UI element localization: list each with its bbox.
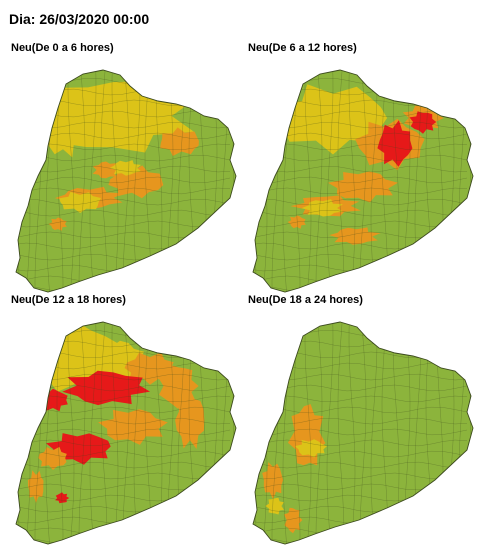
snow-risk-area-orange bbox=[108, 165, 164, 199]
region-base-fill bbox=[253, 322, 473, 544]
municipal-boundaries bbox=[253, 322, 473, 544]
municipal-boundaries bbox=[253, 70, 473, 292]
panel-label: Neu(De 0 a 6 hores) bbox=[11, 42, 114, 54]
catalonia-snow-map bbox=[15, 69, 237, 293]
map-panel-6-12h: Neu(De 6 a 12 hores) bbox=[245, 42, 480, 297]
panel-label: Neu(De 6 a 12 hores) bbox=[248, 42, 357, 54]
catalonia-border bbox=[15, 69, 237, 293]
snow-risk-area-orange bbox=[48, 217, 67, 231]
panel-label: Neu(De 18 a 24 hores) bbox=[248, 294, 363, 306]
snow-risk-area-orange bbox=[327, 171, 398, 203]
snow-risk-area-orange bbox=[262, 462, 284, 500]
catalonia-snow-map bbox=[252, 69, 474, 293]
catalonia-snow-map bbox=[252, 321, 474, 545]
map-panel-12-18h: Neu(De 12 a 18 hores) bbox=[8, 294, 243, 549]
snow-risk-area-red bbox=[377, 120, 413, 167]
catalonia-border bbox=[252, 69, 474, 293]
snow-risk-area-orange bbox=[284, 507, 303, 534]
snow-risk-area-yellow bbox=[59, 191, 102, 213]
catalonia-border bbox=[252, 321, 474, 545]
map-panel-0-6h: Neu(De 0 a 6 hores) bbox=[8, 42, 243, 297]
municipal-boundaries bbox=[16, 322, 236, 544]
day-title: Dia: 26/03/2020 00:00 bbox=[9, 11, 150, 27]
snow-risk-area-orange bbox=[98, 409, 168, 445]
snow-risk-area-red bbox=[409, 111, 437, 134]
snow-risk-area-yellow bbox=[295, 439, 327, 458]
snow-risk-area-yellow bbox=[274, 84, 388, 155]
catalonia-border bbox=[15, 321, 237, 545]
snow-risk-area-orange bbox=[175, 389, 205, 449]
map-panel-18-24h: Neu(De 18 a 24 hores) bbox=[245, 294, 480, 549]
snow-risk-area-orange bbox=[92, 161, 121, 179]
snow-risk-area-yellow bbox=[265, 497, 284, 515]
municipal-boundaries bbox=[16, 70, 236, 292]
catalonia-snow-map bbox=[15, 321, 237, 545]
panel-label: Neu(De 12 a 18 hores) bbox=[11, 294, 126, 306]
